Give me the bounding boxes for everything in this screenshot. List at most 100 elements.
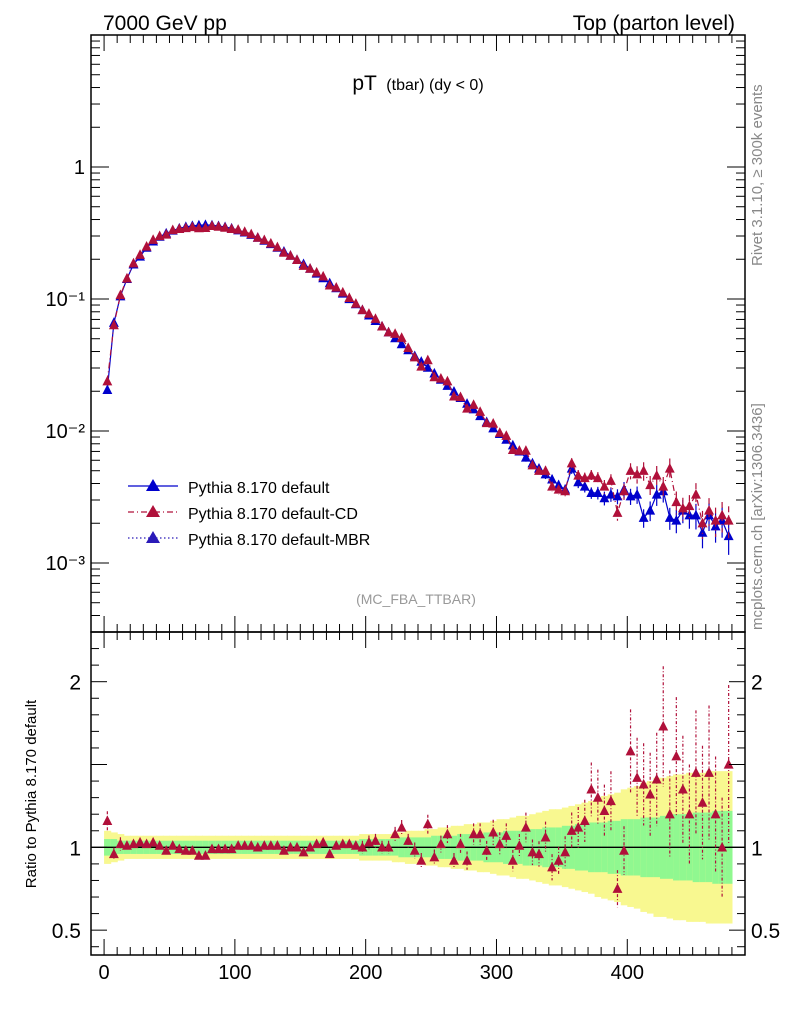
ratio-point	[154, 840, 165, 850]
ratio-point	[638, 778, 649, 789]
data-point	[645, 504, 656, 515]
data-point	[115, 289, 126, 300]
data-point	[409, 351, 420, 362]
data-point	[612, 507, 623, 517]
series-default	[102, 219, 734, 555]
data-point	[207, 220, 217, 230]
data-point	[717, 509, 728, 520]
data-point	[632, 468, 643, 479]
ratio-x-tick-label: 100	[218, 962, 251, 984]
data-point	[141, 240, 152, 251]
ratio-point	[612, 883, 623, 893]
ratio-point	[605, 795, 616, 806]
ratio-point	[396, 821, 407, 832]
ratio-point	[148, 836, 159, 847]
ratio-point	[527, 846, 538, 857]
data-point	[566, 457, 577, 468]
data-point	[547, 480, 558, 491]
ratio-point	[619, 845, 629, 855]
data-point	[691, 489, 701, 499]
data-point	[645, 479, 656, 490]
ratio-point	[579, 815, 590, 825]
ratio-x-tick-label: 200	[349, 962, 382, 984]
data-point	[664, 512, 675, 522]
ratio-x-tick-label: 300	[480, 962, 513, 984]
data-point	[416, 361, 427, 371]
main-y-tick-label: 1	[74, 157, 85, 179]
main-y-tick-label: 10⁻¹	[46, 289, 86, 311]
data-point	[442, 375, 453, 386]
header-right: Top (parton level)	[573, 12, 735, 35]
data-point	[579, 472, 590, 483]
data-point	[560, 485, 571, 496]
ratio-point	[174, 843, 185, 854]
data-point	[462, 403, 472, 413]
data-point	[233, 224, 244, 234]
data-point	[534, 465, 544, 475]
data-point	[540, 465, 551, 475]
data-point	[651, 470, 662, 480]
data-point	[488, 417, 499, 428]
data-point	[265, 237, 276, 248]
plot-title-main: pT	[352, 72, 377, 95]
ratio-point	[632, 772, 643, 782]
data-point	[305, 263, 316, 273]
ratio-point	[383, 841, 394, 852]
ratio-point	[442, 828, 453, 839]
ratio-point	[697, 797, 708, 807]
ratio-y-tick-label-right: 1	[751, 837, 763, 860]
ratio-point	[566, 825, 577, 835]
ratio-point	[592, 792, 603, 802]
ratio-point	[135, 836, 145, 847]
data-point	[475, 406, 486, 416]
ratio-point	[547, 861, 558, 872]
data-point	[102, 384, 113, 394]
ratio-point	[220, 843, 231, 854]
ratio-point	[278, 845, 289, 855]
legend-label-default: Pythia 8.170 default	[188, 480, 330, 497]
ratio-point	[514, 840, 525, 850]
data-point	[691, 509, 701, 520]
ratio-point	[723, 759, 734, 769]
ratio-point	[285, 841, 296, 852]
ratio-point	[403, 835, 414, 845]
ratio-point	[305, 841, 316, 852]
data-point	[592, 472, 603, 483]
ratio-y-tick-label-right: 2	[751, 672, 763, 695]
data-point	[468, 399, 479, 409]
main-y-tick-label: 10⁻³	[46, 553, 86, 575]
main-y-tick-label: 10⁻²	[46, 421, 86, 443]
ratio-point	[651, 773, 662, 784]
ratio-point	[488, 826, 499, 837]
data-point	[135, 249, 145, 259]
ratio-point	[664, 808, 675, 819]
data-point	[324, 279, 335, 290]
data-point	[586, 487, 597, 497]
data-point	[278, 247, 289, 257]
data-point	[292, 254, 302, 264]
ratio-point	[416, 855, 427, 865]
ratio-point	[435, 838, 446, 849]
ratio-point	[167, 840, 178, 850]
data-point	[527, 459, 538, 470]
series-default-cd	[102, 220, 734, 540]
ratio-point	[704, 767, 714, 777]
data-point	[507, 444, 518, 454]
ratio-point	[180, 845, 191, 855]
data-point	[697, 517, 708, 528]
data-point	[390, 328, 401, 338]
ratio-point	[357, 841, 368, 852]
ratio-point	[226, 843, 237, 854]
data-point	[396, 338, 407, 349]
ratio-point	[449, 855, 459, 865]
data-point	[220, 222, 231, 232]
data-point	[311, 266, 322, 277]
data-point	[396, 332, 407, 342]
data-point	[122, 272, 132, 283]
ratio-y-tick-label: 1	[69, 837, 81, 860]
ratio-y-axis-label: Ratio to Pythia 8.170 default	[23, 699, 40, 888]
ratio-point	[501, 830, 512, 840]
data-point	[638, 512, 649, 522]
data-point	[435, 372, 446, 383]
